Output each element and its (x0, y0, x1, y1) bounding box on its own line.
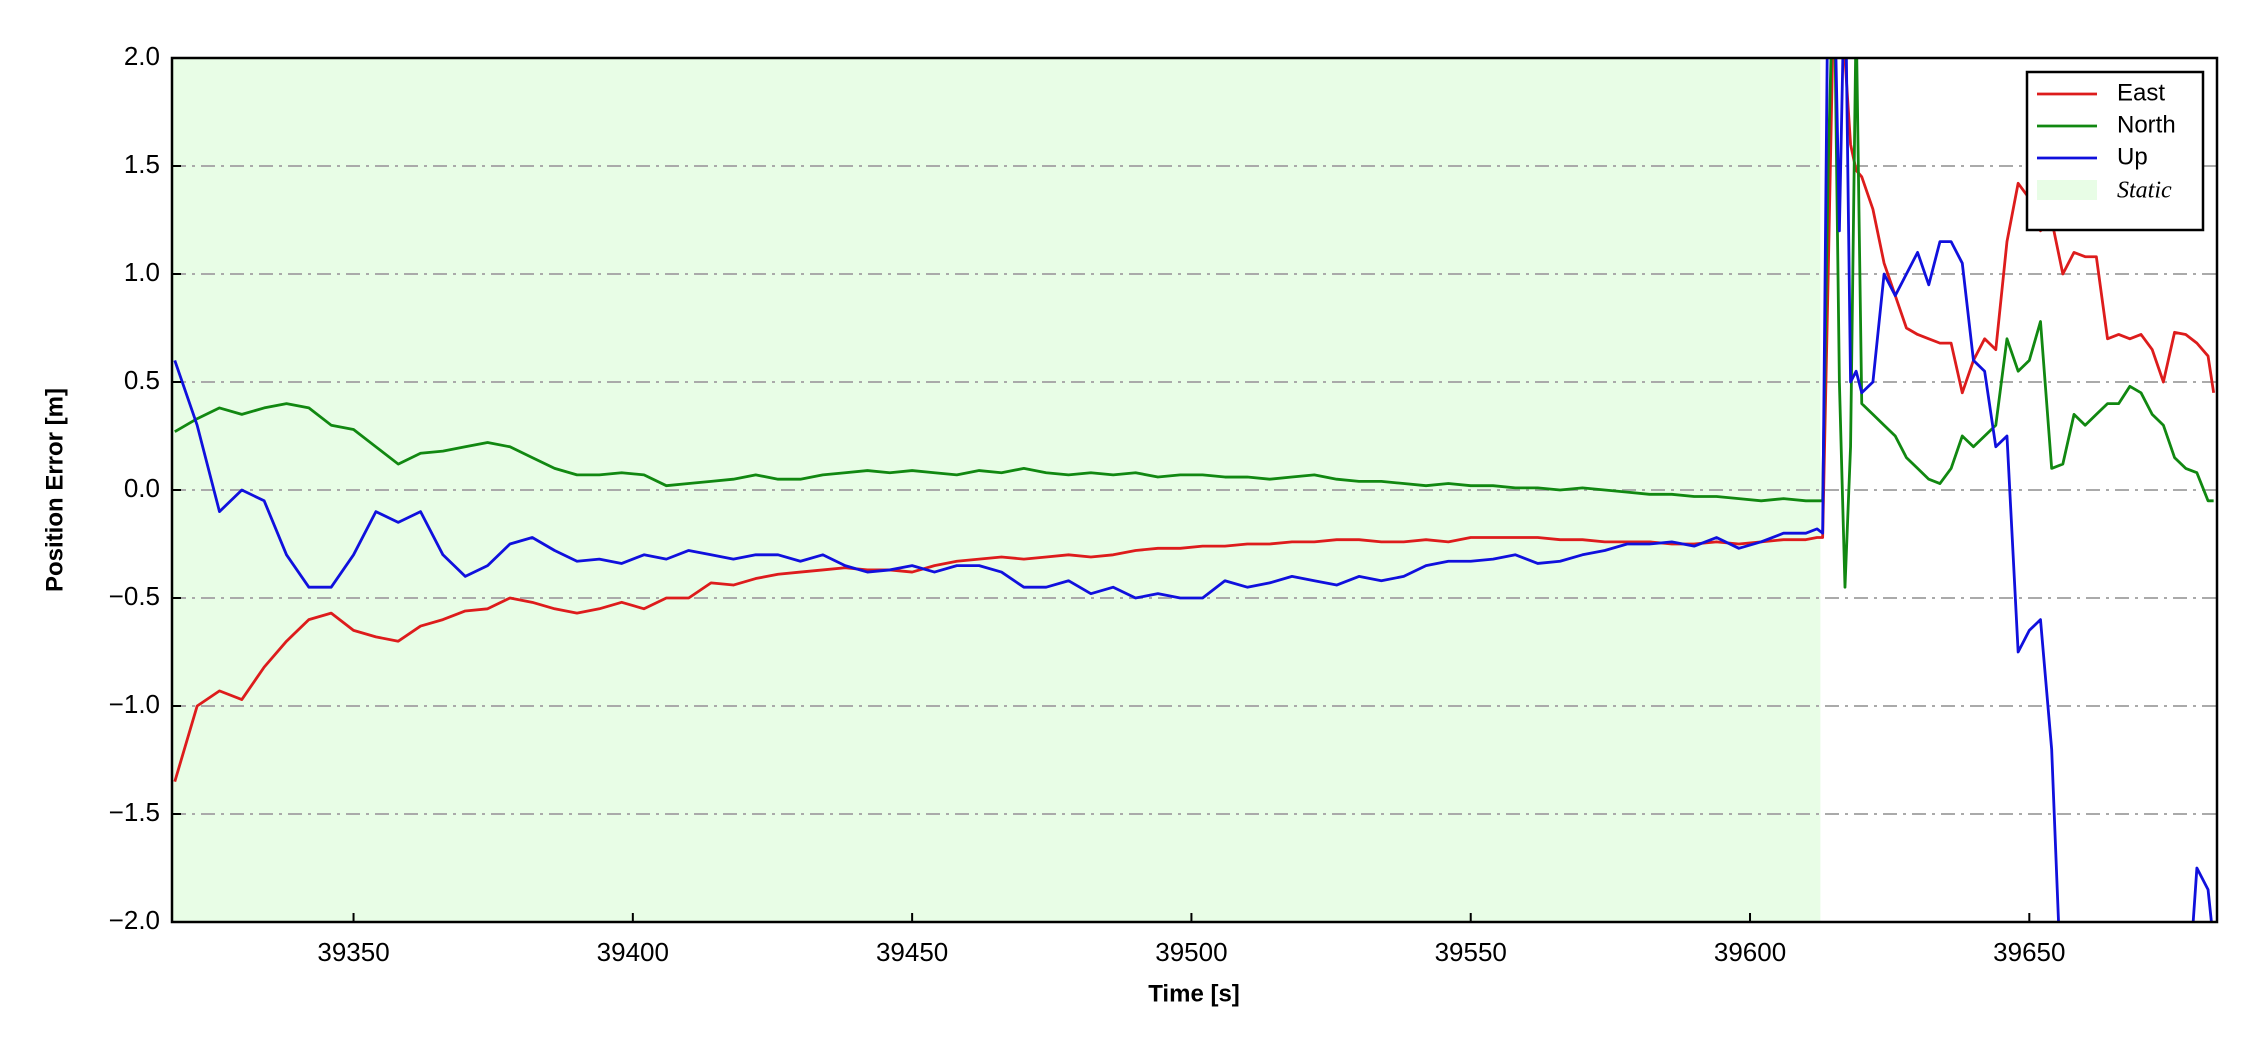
x-axis-label: Time [s] (1148, 980, 1240, 1007)
legend-label: North (2117, 111, 2176, 138)
x-tick-label: 39600 (1714, 937, 1786, 967)
x-tick-label: 39400 (597, 937, 669, 967)
legend-box (2025, 70, 2205, 232)
y-tick-label: 0.5 (124, 365, 160, 395)
legend: East North Up Static (2025, 70, 2205, 232)
x-tick-label: 39450 (876, 937, 948, 967)
legend-swatch (2037, 180, 2097, 200)
legend-label: East (2117, 79, 2165, 106)
y-tick-label: −0.5 (109, 581, 160, 611)
y-tick-label: 1.0 (124, 257, 160, 287)
y-tick-label: 2.0 (124, 41, 160, 71)
lines (173, 58, 2216, 922)
series-line (173, 58, 2216, 782)
y-tick-label: 1.5 (124, 149, 160, 179)
legend-label: Static (2117, 178, 2172, 204)
ticks: −2.0 −1.5 −1.0 −0.5 0.0 0.5 1.0 1.5 2.0 39350 3940… (109, 41, 2066, 967)
x-tick-label: 39350 (317, 937, 389, 967)
series-line (2191, 866, 2213, 922)
x-tick-label: 39650 (1993, 937, 2065, 967)
series-line (174, 58, 2214, 589)
legend-label: Up (2117, 143, 2148, 170)
y-tick-label: 0.0 (124, 473, 160, 503)
y-axis-label: Position Error [m] (41, 388, 68, 592)
y-tick-label: −1.0 (109, 689, 160, 719)
x-tick-label: 39500 (1155, 937, 1227, 967)
y-tick-label: −1.5 (109, 797, 160, 827)
x-tick-label: 39550 (1435, 937, 1507, 967)
y-tick-label: −2.0 (109, 905, 160, 935)
series-line (173, 58, 2060, 922)
